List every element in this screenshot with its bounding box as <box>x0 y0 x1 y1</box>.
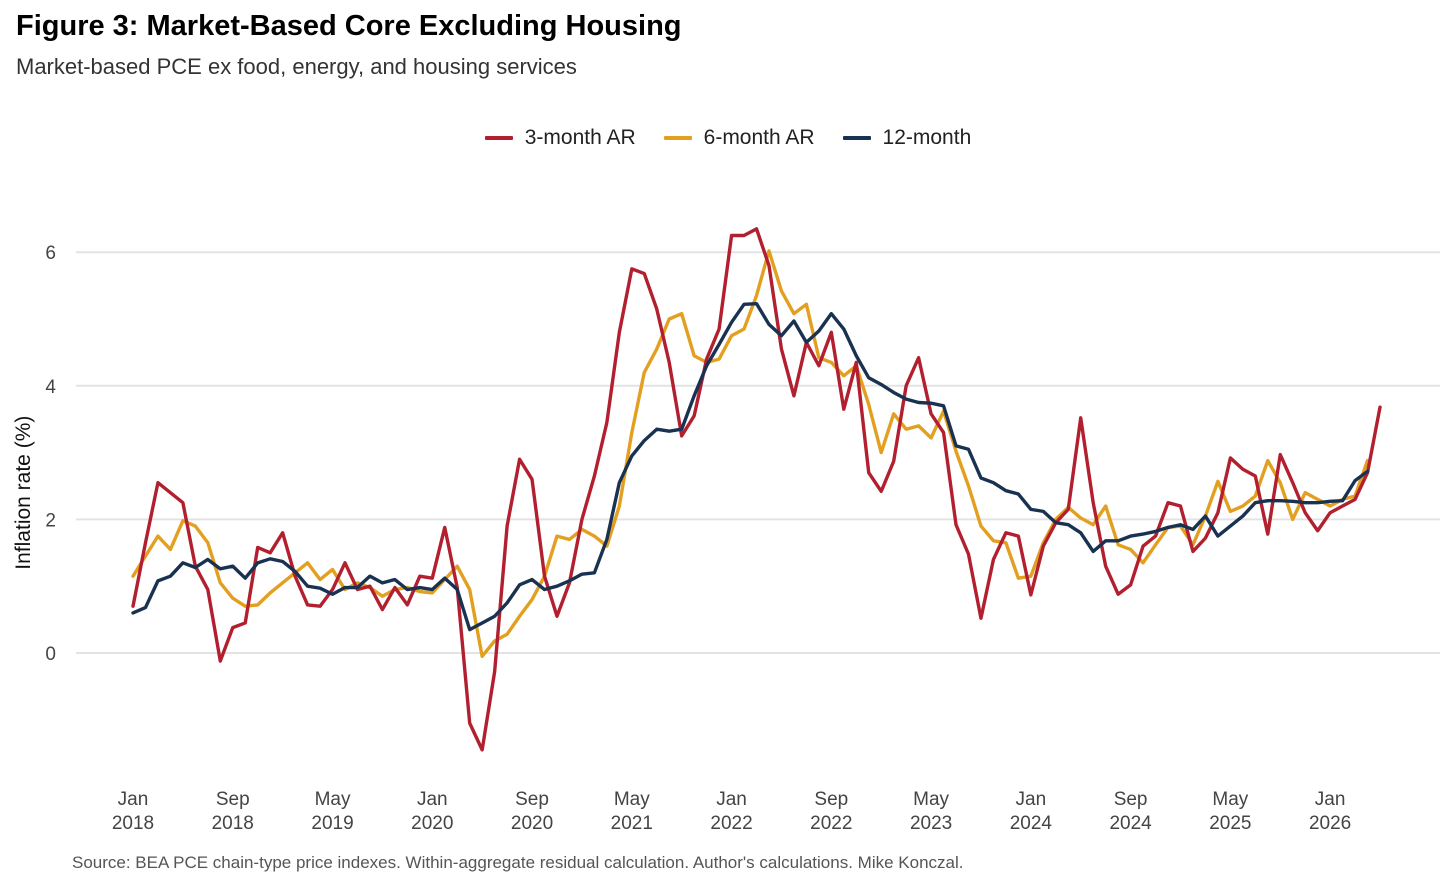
legend-label-6-month: 6-month AR <box>703 126 815 149</box>
legend-label-12-month: 12-month <box>882 126 972 149</box>
x-tick-label: Sep <box>814 789 848 810</box>
x-tick-label: Jan <box>1315 789 1346 810</box>
chart-title: Figure 3: Market-Based Core Excluding Ho… <box>16 10 682 42</box>
x-tick-label: 2026 <box>1309 813 1351 834</box>
legend-swatch-6-month <box>663 136 692 140</box>
series-line-12-month <box>131 301 1370 632</box>
legend-swatch-3-month <box>484 136 513 140</box>
x-tick-label: May <box>315 789 351 810</box>
y-axis-title: Inflation rate (%) <box>12 416 35 570</box>
x-tick-label: 2020 <box>511 813 553 834</box>
x-tick-label: 2024 <box>1010 813 1053 834</box>
x-tick-label: Sep <box>515 789 549 810</box>
chart-subtitle: Market-based PCE ex food, energy, and ho… <box>16 54 577 79</box>
x-tick-label: Jan <box>417 789 448 810</box>
x-tick-label: 2025 <box>1209 813 1251 834</box>
line-chart: 0 2 4 6 Inflation rate (%) Jan 2018 Sep 2018 May 2… <box>12 227 1440 834</box>
legend-swatch-12-month <box>842 136 871 140</box>
y-tick-label: 2 <box>45 510 56 531</box>
legend-item-3-month: 3-month AR <box>484 126 636 150</box>
x-tick-label: 2024 <box>1109 813 1152 834</box>
y-tick-label: 6 <box>45 243 56 264</box>
y-tick-label: 0 <box>45 644 56 665</box>
x-tick-label: May <box>614 789 650 810</box>
series-line-3-month-ar <box>131 227 1382 752</box>
x-tick-label: 2018 <box>212 813 254 834</box>
chart-caption: Source: BEA PCE chain-type price indexes… <box>72 853 964 872</box>
x-tick-label: May <box>913 789 949 810</box>
x-tick-label: 2020 <box>411 813 453 834</box>
legend-item-12-month: 12-month <box>842 126 972 150</box>
x-tick-label: Jan <box>1016 789 1047 810</box>
x-tick-label: 2018 <box>112 813 154 834</box>
x-tick-label: 2022 <box>810 813 852 834</box>
legend-item-6-month: 6-month AR <box>663 126 815 150</box>
x-tick-label: 2023 <box>910 813 952 834</box>
x-tick-label: 2021 <box>611 813 653 834</box>
legend-label-3-month: 3-month AR <box>524 126 636 149</box>
x-tick-label: Jan <box>716 789 747 810</box>
legend: 3-month AR 6-month AR 12-month <box>0 126 1456 150</box>
x-tick-label: Jan <box>118 789 149 810</box>
x-tick-label: May <box>1212 789 1248 810</box>
x-tick-label: Sep <box>1114 789 1148 810</box>
series-line-6-month-ar <box>131 249 1370 659</box>
x-tick-label: 2022 <box>710 813 752 834</box>
x-tick-label: 2019 <box>311 813 353 834</box>
y-tick-label: 4 <box>45 377 56 398</box>
x-tick-label: Sep <box>216 789 250 810</box>
